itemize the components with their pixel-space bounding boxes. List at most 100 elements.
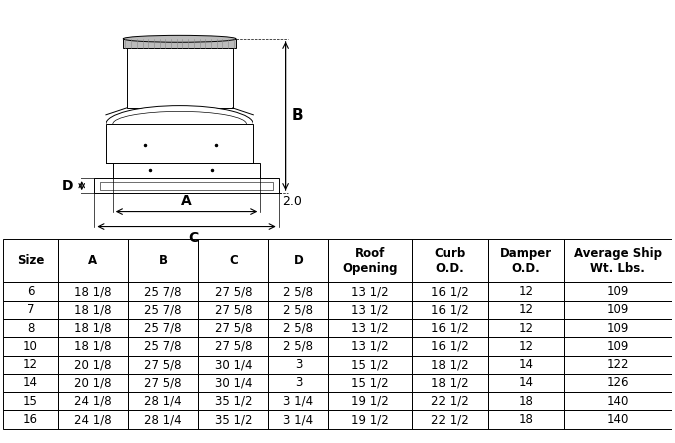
Bar [198,410,269,429]
Text: 30 1/4: 30 1/4 [215,377,252,389]
Bar [191,78,195,86]
Text: 18 1/8: 18 1/8 [74,285,111,298]
Bar [198,337,269,356]
Text: 2 5/8: 2 5/8 [284,340,313,353]
Bar [106,124,253,163]
Text: D: D [62,179,74,193]
Bar [412,356,488,374]
Bar [3,337,57,356]
Text: 27 5/8: 27 5/8 [144,377,182,389]
Bar [198,283,269,301]
Bar [198,319,269,337]
Text: 27 5/8: 27 5/8 [215,322,252,334]
Bar [3,239,57,283]
Bar [328,283,412,301]
Text: 25 7/8: 25 7/8 [144,340,182,353]
Text: Damper
O.D.: Damper O.D. [500,247,552,275]
Bar [135,68,139,76]
Text: 109: 109 [607,322,629,334]
Bar [412,374,488,392]
Bar [3,356,57,374]
Bar [57,319,128,337]
Bar [269,337,328,356]
Bar [128,319,198,337]
Bar [128,301,198,319]
Bar [269,283,328,301]
Bar [57,337,128,356]
Bar [488,356,564,374]
Text: 13 1/2: 13 1/2 [352,303,389,316]
Text: 18 1/8: 18 1/8 [74,322,111,334]
Bar [191,68,195,76]
Bar [198,78,202,86]
Text: 20 1/8: 20 1/8 [74,377,111,389]
Text: 18 1/2: 18 1/2 [431,377,469,389]
Bar [57,356,128,374]
Text: 140: 140 [607,413,629,426]
Text: C: C [188,231,198,245]
Bar [3,374,57,392]
Text: 3: 3 [295,377,302,389]
Text: 13 1/2: 13 1/2 [352,285,389,298]
Text: 2.0: 2.0 [282,195,302,209]
Text: 15 1/2: 15 1/2 [352,377,389,389]
Text: 16: 16 [23,413,38,426]
Text: 30 1/4: 30 1/4 [215,358,252,371]
Text: 12: 12 [518,303,533,316]
Bar [564,337,672,356]
Text: D: D [294,254,303,267]
Text: 28 1/4: 28 1/4 [144,413,182,426]
Bar [57,283,128,301]
Bar [328,392,412,410]
Bar [123,39,236,48]
Bar [269,356,328,374]
Text: 18: 18 [518,395,533,408]
Bar [269,319,328,337]
Text: 35 1/2: 35 1/2 [215,395,252,408]
Bar [488,319,564,337]
Bar [412,319,488,337]
Bar [328,319,412,337]
Text: 16 1/2: 16 1/2 [431,303,469,316]
Bar [412,301,488,319]
Bar [488,337,564,356]
Bar [3,283,57,301]
Bar [328,301,412,319]
Text: Size: Size [17,254,44,267]
Bar [564,239,672,283]
Bar [184,78,188,86]
Text: 10: 10 [23,340,38,353]
Bar [412,239,488,283]
Bar [488,283,564,301]
Bar [142,78,146,86]
Bar [100,182,273,190]
Text: 14: 14 [23,377,38,389]
Bar [488,239,564,283]
Text: 25 7/8: 25 7/8 [144,303,182,316]
Text: 13 1/2: 13 1/2 [352,340,389,353]
Bar [225,42,229,51]
Bar [128,356,198,374]
Text: 28 1/4: 28 1/4 [144,395,182,408]
Bar [148,78,153,86]
Text: 25 7/8: 25 7/8 [144,285,182,298]
Text: 109: 109 [607,285,629,298]
Bar [142,68,146,76]
Bar [128,392,198,410]
Bar [127,48,233,108]
Bar [128,410,198,429]
Bar [57,410,128,429]
Bar [564,374,672,392]
Bar [3,301,57,319]
Text: 6: 6 [27,285,34,298]
Bar [412,410,488,429]
Text: 24 1/8: 24 1/8 [74,413,111,426]
Text: Average Ship
Wt. Lbs.: Average Ship Wt. Lbs. [574,247,662,275]
Bar [198,356,269,374]
Text: 12: 12 [23,358,38,371]
Bar [269,239,328,283]
Text: 22 1/2: 22 1/2 [431,395,469,408]
Ellipse shape [123,35,236,42]
Text: 3 1/4: 3 1/4 [284,395,313,408]
Bar [269,301,328,319]
